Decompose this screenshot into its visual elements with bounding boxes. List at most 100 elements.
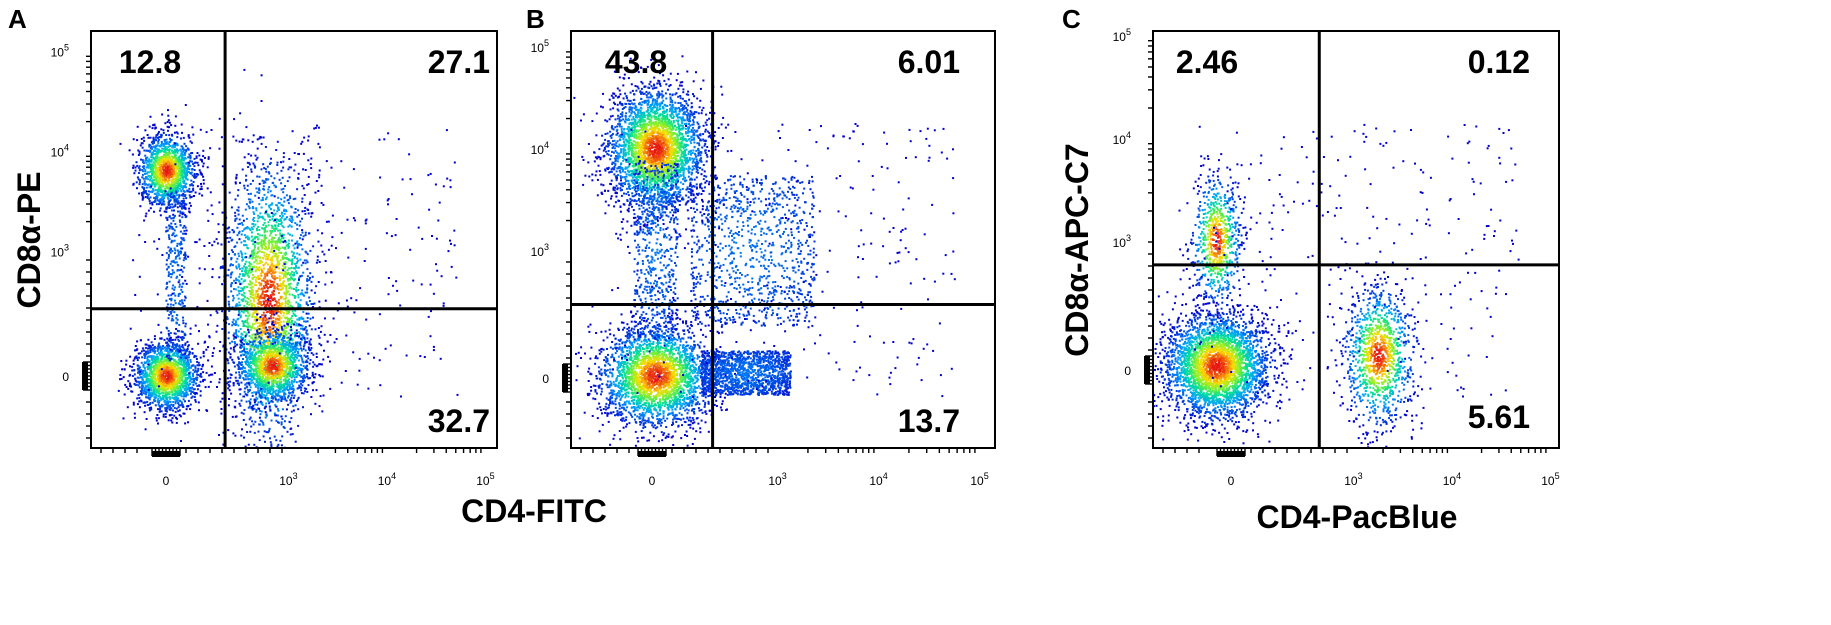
panel-a-event-dot <box>189 383 191 386</box>
panel-a-event-dot <box>264 212 267 215</box>
panel-a-event-dot <box>172 191 175 194</box>
panel-a-event-dot <box>247 322 249 325</box>
panel-a-event-dot <box>197 173 200 176</box>
panel-a-event-dot <box>279 395 282 398</box>
panel-a-event-dot <box>168 162 171 165</box>
panel-a-event-dot <box>306 288 309 291</box>
panel-a-event-dot <box>244 271 247 274</box>
panel-a-event-dot <box>148 158 151 161</box>
panel-a-event-dot <box>252 216 255 219</box>
panel-a-event-dot <box>179 179 182 182</box>
panel-a-event-dot <box>167 149 170 151</box>
panel-a-event-dot <box>291 305 294 308</box>
panel-a-event-dot <box>296 398 299 401</box>
panel-a-event-dot <box>256 397 259 400</box>
panel-a-event-dot <box>163 171 165 174</box>
panel-a-event-dot <box>193 175 196 178</box>
panel-a-event-dot <box>163 168 166 171</box>
panel-a-event-dot <box>270 313 273 316</box>
panel-a-event-dot <box>174 174 177 177</box>
panel-a-event-dot <box>167 204 170 207</box>
panel-a-event-dot <box>277 225 280 227</box>
panel-a-event-dot <box>159 377 162 380</box>
panel-a-event-dot <box>137 376 140 379</box>
panel-a-event-dot <box>179 348 182 351</box>
panel-a-event-dot <box>266 270 269 273</box>
panel-a-event-dot <box>260 274 263 277</box>
panel-a-event-dot <box>174 203 177 206</box>
panel-a-event-dot <box>154 184 157 187</box>
panel-a-event-dot <box>254 256 257 259</box>
panel-a-event-dot <box>267 295 270 297</box>
panel-a-event-dot <box>182 405 185 408</box>
panel-a-event-dot <box>241 289 244 292</box>
panel-a-event-dot <box>262 287 264 290</box>
panel-a-event-dot <box>272 316 275 319</box>
panel-a-event-dot <box>178 385 181 387</box>
panel-a-event-dot <box>152 181 155 184</box>
panel-a-event-dot <box>146 400 149 403</box>
panel-a-event-dot <box>246 302 249 305</box>
panel-a-event-dot <box>162 174 164 177</box>
panel-a-event-dot <box>166 406 169 409</box>
panel-a-event-dot <box>303 338 306 341</box>
panel-a-event-dot <box>178 375 181 377</box>
panel-a-event-dot <box>140 158 142 161</box>
panel-a-event-dot <box>306 316 309 319</box>
panel-a-event-dot <box>162 362 165 365</box>
panel-a-event-dot <box>154 189 157 192</box>
panel-a-event-dot <box>314 191 317 194</box>
panel-a-event-dot <box>143 354 146 357</box>
panel-a-event-dot <box>188 136 191 139</box>
panel-a-event-dot <box>248 275 250 278</box>
panel-a-event-dot <box>137 178 140 181</box>
panel-a-event-dot <box>260 282 263 285</box>
panel-a-event-dot <box>274 264 277 267</box>
panel-a-event-dot <box>157 177 160 180</box>
panel-a-event-dot <box>174 383 177 386</box>
panel-a-event-dot <box>300 370 303 373</box>
panel-a-event-dot <box>251 288 253 291</box>
panel-a-event-dot <box>169 379 172 382</box>
panel-a-event-dot <box>170 413 173 416</box>
panel-a-event-dot <box>312 381 315 384</box>
panel-a-event-dot <box>308 348 310 351</box>
panel-a-event-dot <box>238 279 241 282</box>
panel-a-event-dot <box>170 366 173 369</box>
panel-a-event-dot <box>184 349 187 352</box>
panel-a-event-dot <box>180 137 182 140</box>
panel-a-event-dot <box>174 402 177 405</box>
panel-a-event-dot <box>150 379 153 382</box>
panel-a-event-dot <box>222 223 225 226</box>
panel-a-event-dot <box>149 364 152 367</box>
panel-a-event-dot <box>179 148 182 151</box>
panel-a-event-dot <box>285 388 288 391</box>
panel-a-event-dot <box>181 151 184 154</box>
panel-a-event-dot <box>149 403 151 406</box>
panel-a-event-dot <box>267 300 270 303</box>
panel-a-event-dot <box>268 453 270 455</box>
panel-a-event-dot <box>290 225 293 228</box>
panel-a-event-dot <box>174 180 177 183</box>
panel-a-event-dot <box>235 277 238 280</box>
panel-a-event-dot <box>153 161 156 164</box>
panel-a-event-dot <box>276 408 279 410</box>
panel-a-event-dot <box>264 198 267 201</box>
panel-a-event-dot <box>157 140 160 143</box>
panel-a-event-dot <box>281 264 284 267</box>
panel-a-event-dot <box>262 296 264 299</box>
panel-a-event-dot <box>189 157 192 160</box>
panel-a-event-dot <box>174 188 177 191</box>
panel-a-event-dot <box>172 393 175 396</box>
panel-a-event-dot <box>286 430 289 433</box>
panel-a-event-dot <box>253 322 256 325</box>
panel-a-event-dot <box>122 376 125 379</box>
panel-a-event-dot <box>283 274 285 277</box>
panel-a-event-dot <box>249 328 252 331</box>
panel-a-event-dot <box>173 209 175 212</box>
panel-a-event-dot <box>287 198 290 201</box>
panel-a-event-dot <box>188 187 191 190</box>
panel-a-event-dot <box>153 175 156 178</box>
panel-a-event-dot <box>258 322 261 325</box>
panel-a-event-dot <box>259 277 261 280</box>
